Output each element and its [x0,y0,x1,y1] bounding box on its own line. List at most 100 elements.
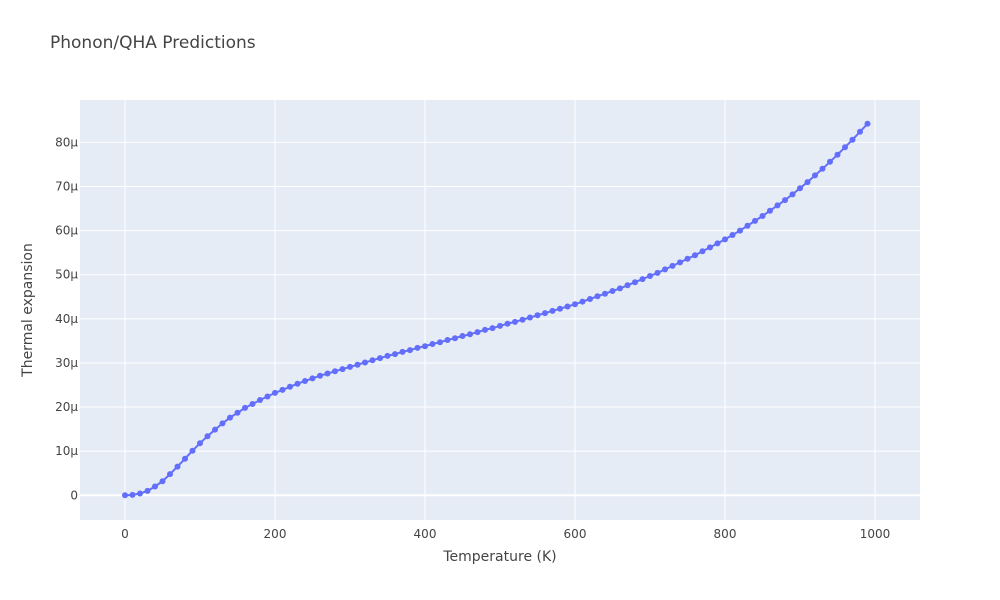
data-point[interactable] [167,471,173,478]
data-point[interactable] [444,337,451,343]
data-point[interactable] [174,463,181,470]
data-point[interactable] [714,240,721,247]
data-point[interactable] [272,389,278,396]
data-point[interactable] [302,378,308,384]
data-point[interactable] [227,414,233,421]
data-point[interactable] [234,409,241,416]
data-point[interactable] [452,335,458,342]
data-point[interactable] [399,348,406,355]
data-point[interactable] [609,288,616,294]
data-point[interactable] [242,404,248,411]
data-point[interactable] [504,320,511,327]
data-point[interactable] [392,351,398,358]
data-point[interactable] [459,333,466,339]
data-point[interactable] [782,197,788,204]
data-point[interactable] [864,120,871,127]
data-point[interactable] [797,185,803,192]
data-point[interactable] [834,151,841,158]
data-point[interactable] [347,363,353,370]
data-point[interactable] [279,386,286,393]
data-point[interactable] [422,343,428,350]
data-point[interactable] [617,285,623,292]
data-point[interactable] [212,426,218,433]
data-point[interactable] [204,433,211,440]
data-point[interactable] [774,202,781,209]
data-point[interactable] [857,128,863,135]
data-point[interactable] [294,380,301,387]
data-point[interactable] [369,357,376,364]
data-point[interactable] [842,144,848,151]
data-point[interactable] [534,312,541,319]
data-point[interactable] [557,305,563,312]
data-point[interactable] [497,322,503,329]
data-point[interactable] [737,227,743,234]
data-point[interactable] [219,420,226,427]
data-point[interactable] [317,372,323,379]
data-point[interactable] [429,341,436,347]
data-point[interactable] [489,325,496,332]
data-point[interactable] [332,368,338,375]
data-point[interactable] [437,339,443,346]
data-point[interactable] [384,352,391,359]
data-point[interactable] [129,491,136,498]
data-point[interactable] [339,366,346,373]
data-point[interactable] [572,301,578,308]
data-point[interactable] [677,259,683,266]
data-point[interactable] [624,282,631,289]
data-point[interactable] [752,217,758,224]
data-point[interactable] [662,266,668,273]
data-point[interactable] [159,478,166,485]
data-point[interactable] [564,303,571,310]
data-point[interactable] [152,483,158,490]
data-point[interactable] [744,222,751,229]
data-point[interactable] [804,179,811,186]
data-point[interactable] [122,492,128,499]
data-point[interactable] [542,310,548,317]
data-point[interactable] [699,248,706,255]
data-point[interactable] [519,316,526,323]
data-point[interactable] [639,276,646,283]
data-point[interactable] [414,344,421,351]
data-point[interactable] [849,136,856,143]
data-point[interactable] [759,213,766,219]
data-point[interactable] [692,252,698,259]
data-point[interactable] [707,244,713,251]
data-point[interactable] [137,490,143,497]
data-point[interactable] [819,165,826,172]
data-point[interactable] [594,293,601,300]
data-point[interactable] [722,236,728,243]
data-point[interactable] [527,314,533,321]
data-point[interactable] [579,298,586,305]
data-point[interactable] [324,370,331,377]
data-point[interactable] [249,401,256,407]
data-point[interactable] [669,262,676,269]
data-point[interactable] [549,307,556,314]
data-point[interactable] [189,447,196,454]
data-point[interactable] [182,455,188,462]
data-point[interactable] [354,361,361,368]
data-point[interactable] [309,375,316,382]
data-point[interactable] [362,359,368,366]
data-point[interactable] [474,329,481,336]
data-point[interactable] [632,279,638,286]
data-point[interactable] [407,347,413,354]
data-point[interactable] [512,318,518,325]
data-point[interactable] [482,326,488,333]
data-point[interactable] [587,296,593,302]
data-point[interactable] [264,393,271,400]
data-point[interactable] [812,172,818,179]
data-point[interactable] [647,273,653,279]
data-point[interactable] [287,383,293,390]
data-point[interactable] [467,331,473,338]
data-point[interactable] [729,232,736,238]
data-point[interactable] [144,487,151,494]
data-point[interactable] [789,191,796,198]
data-point[interactable] [684,255,691,262]
data-point[interactable] [602,290,608,297]
data-point[interactable] [197,440,203,447]
data-point[interactable] [377,355,383,362]
data-point[interactable] [654,269,661,276]
data-point[interactable] [827,158,833,165]
data-point[interactable] [767,207,773,214]
data-point[interactable] [257,397,263,403]
